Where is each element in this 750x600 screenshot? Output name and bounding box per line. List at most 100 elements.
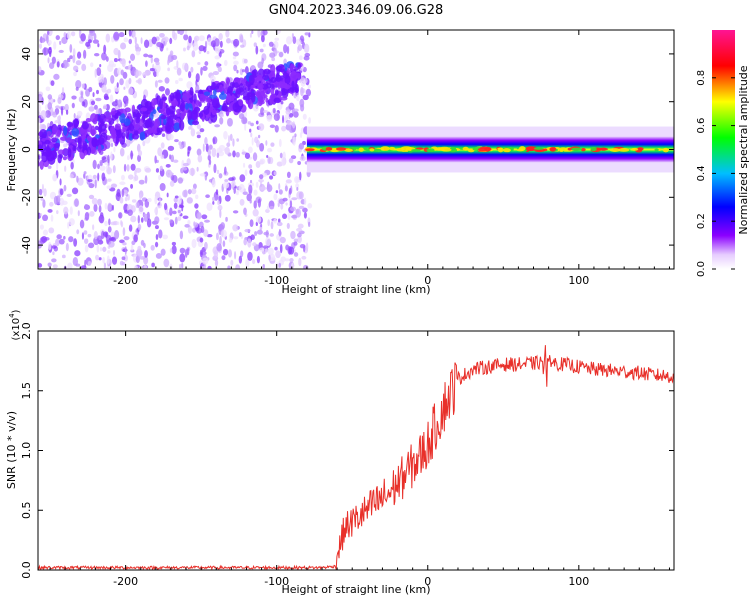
noise-blob [250,122,254,127]
signal-peak [542,148,548,152]
track-blob [179,104,185,111]
signal-peak [325,146,333,151]
noise-blob [266,205,270,211]
noise-blob [219,235,222,246]
noise-blob [113,47,119,56]
noise-blob [214,44,221,54]
noise-blob [249,199,252,204]
track-blob [261,83,269,90]
track-blob [182,93,190,102]
track-blob [265,97,269,103]
noise-blob [74,250,81,257]
track-blob [67,147,72,158]
track-blob [257,84,264,90]
noise-blob [41,183,44,193]
track-blob [122,127,126,133]
noise-blob [154,208,157,214]
noise-blob [243,188,246,192]
noise-blob [181,263,184,269]
colorbar: 0.0 0.2 0.4 0.6 0.8 Normalized spectral ampl… [696,30,750,277]
noise-blob [69,43,73,53]
noise-blob [240,44,245,48]
track-blob [39,128,47,139]
noise-blob [66,31,71,39]
noise-blob [199,249,203,258]
track-blob [104,117,112,123]
noise-blob [58,238,65,245]
noise-blob [140,37,143,44]
noise-blob [298,142,305,150]
noise-blob [234,251,237,260]
noise-blob [52,111,57,116]
snr-x-tick-label: 100 [568,575,589,588]
noise-blob [83,173,86,179]
noise-blob [217,204,223,211]
track-blob [211,81,216,91]
noise-blob [102,246,107,252]
noise-blob [242,191,248,195]
noise-blob [128,38,133,45]
track-blob [297,62,302,70]
noise-blob [307,221,311,228]
noise-blob [303,43,310,54]
noise-blob [50,214,54,222]
track-blob [270,76,277,83]
track-blob [86,146,92,156]
noise-blob [103,262,107,269]
noise-blob [133,265,138,269]
noise-blob [90,100,96,106]
noise-blob [85,41,91,47]
noise-blob [250,132,253,138]
noise-blob [74,198,79,207]
noise-blob [259,48,264,53]
noise-blob [169,207,173,217]
noise-blob [128,77,132,85]
track-blob [121,132,126,139]
noise-blob [124,196,128,202]
snr-x-tick-label: 0 [424,575,431,588]
track-blob [71,127,80,137]
noise-blob [174,195,179,199]
noise-blob [294,176,300,184]
track-blob [41,151,48,163]
noise-blob [92,39,99,44]
noise-blob [163,217,170,221]
noise-blob [95,97,102,102]
noise-blob [127,209,133,216]
noise-blob [75,86,79,91]
noise-blob [186,197,193,204]
track-blob [218,93,227,100]
snr-line [38,345,674,570]
spectrogram-x-tick-label: -200 [113,274,138,287]
noise-blob [194,203,199,209]
noise-blob [267,156,271,164]
noise-blob [305,88,312,97]
noise-blob [247,121,252,125]
noise-blob [269,256,276,261]
noise-blob [259,247,265,252]
noise-blob [97,43,100,48]
noise-blob [68,236,74,243]
noise-blob [230,259,234,266]
noise-blob [241,69,246,73]
noise-blob [119,181,126,186]
noise-blob [286,171,291,179]
noise-blob [203,229,209,237]
noise-blob [120,219,123,226]
noise-blob [285,202,288,206]
track-blob [60,136,68,141]
signal-peak [590,146,597,152]
noise-blob [296,227,302,232]
noise-blob [108,240,115,248]
noise-blob [260,107,265,116]
track-blob [218,84,224,93]
noise-blob [73,65,79,72]
noise-blob [298,191,304,200]
noise-blob [56,234,62,240]
noise-blob [99,64,102,68]
noise-blob [269,233,275,237]
noise-blob [159,183,166,191]
noise-blob [146,218,152,228]
noise-blob [70,161,74,170]
